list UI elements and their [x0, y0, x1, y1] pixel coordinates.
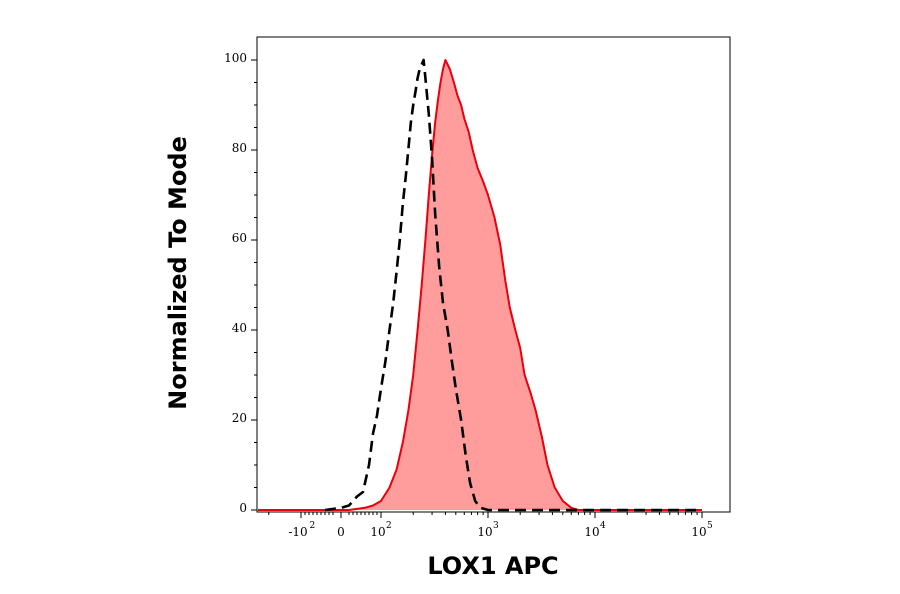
x-tick-exponent: 3	[493, 521, 499, 531]
y-tick-label: 80	[232, 141, 247, 155]
x-tick-exponent: 5	[707, 521, 713, 531]
y-tick-label: 0	[239, 501, 247, 515]
x-tick-label: 10	[370, 525, 385, 539]
y-axis: 0 20 40 60 80 100	[224, 51, 257, 515]
x-tick-exponent: 2	[386, 521, 392, 531]
y-tick-label: 20	[232, 411, 247, 425]
x-tick-label: 0	[337, 525, 345, 539]
series-layer	[258, 58, 702, 512]
x-tick-exponent: 4	[600, 521, 606, 531]
series-fill-1	[258, 60, 702, 510]
y-axis-title: Normalized To Mode	[164, 136, 192, 410]
x-tick-label: 10	[477, 525, 492, 539]
y-tick-label: 60	[232, 231, 247, 245]
x-tick-label: 10	[691, 525, 706, 539]
plot-frame	[256, 36, 731, 513]
y-tick-label: 40	[232, 321, 247, 335]
series-line-0	[324, 58, 702, 512]
x-axis: -10 2 0 10 2 10 3 10 4 10 5	[268, 512, 713, 539]
series-line-1	[258, 59, 702, 511]
y-tick-label: 100	[224, 51, 247, 65]
x-tick-exponent: 2	[310, 521, 316, 531]
x-tick-label: 10	[584, 525, 599, 539]
x-tick-label: -10	[288, 525, 307, 539]
x-axis-title: LOX1 APC	[427, 552, 558, 580]
